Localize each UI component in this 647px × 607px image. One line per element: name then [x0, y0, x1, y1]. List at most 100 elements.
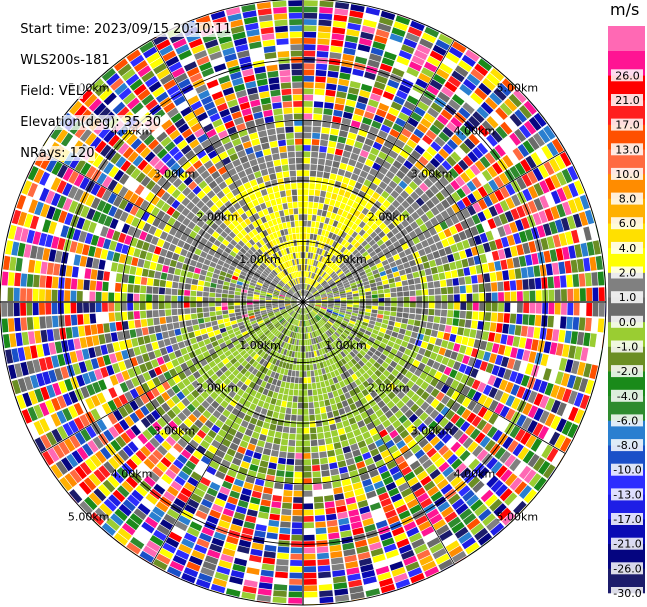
range-gate [225, 273, 233, 279]
range-gate [415, 78, 428, 89]
range-gate [231, 77, 244, 87]
range-gate [74, 465, 87, 480]
range-gate [415, 217, 424, 227]
range-gate [489, 272, 497, 282]
range-gate [482, 513, 496, 527]
range-gate [231, 173, 240, 182]
range-gate [387, 515, 400, 525]
range-gate [346, 431, 355, 440]
range-gate [39, 171, 50, 186]
range-gate [320, 190, 327, 198]
range-gate [318, 328, 324, 335]
range-gate [262, 284, 269, 289]
range-gate [95, 302, 102, 313]
range-gate [334, 362, 341, 369]
range-gate [334, 298, 341, 301]
range-gate [328, 365, 334, 372]
range-gate [180, 362, 189, 371]
range-gate [251, 105, 262, 114]
range-gate [289, 324, 293, 331]
range-gate [316, 247, 321, 254]
range-gate [158, 294, 165, 302]
range-gate [453, 252, 461, 261]
range-gate [183, 296, 190, 302]
range-gate [210, 10, 226, 21]
range-gate [395, 259, 403, 266]
range-gate [254, 66, 266, 74]
range-gate [344, 284, 351, 289]
range-gate [79, 128, 92, 142]
range-gate [433, 119, 445, 131]
range-gate [329, 134, 338, 142]
range-gate [266, 64, 278, 72]
range-gate [189, 259, 197, 267]
range-gate [334, 8, 349, 16]
range-gate [206, 79, 219, 89]
range-gate [458, 433, 469, 445]
range-gate [222, 87, 235, 96]
range-gate [407, 567, 423, 578]
range-gate [260, 394, 267, 402]
range-gate [242, 316, 249, 322]
range-gate [432, 73, 446, 85]
range-gate [499, 488, 513, 502]
range-gate [370, 265, 378, 271]
range-gate [320, 216, 326, 223]
range-gate [267, 206, 274, 214]
range-gate [257, 588, 272, 596]
range-gate [73, 402, 84, 416]
range-gate [350, 358, 358, 365]
range-gate [340, 239, 347, 246]
range-gate [432, 250, 441, 259]
range-gate [148, 454, 160, 465]
range-gate [247, 339, 254, 346]
range-gate [268, 404, 275, 411]
range-gate [279, 445, 288, 452]
range-gate [234, 295, 241, 299]
range-gate [289, 280, 294, 287]
range-gate [269, 283, 276, 288]
range-gate [461, 54, 476, 67]
range-gate [294, 306, 299, 311]
range-gate [315, 69, 327, 77]
range-gate [213, 239, 222, 247]
range-gate [178, 49, 192, 61]
range-gate [440, 279, 447, 287]
range-gate [198, 504, 210, 515]
range-gate [418, 72, 432, 84]
range-gate [366, 385, 374, 393]
range-gate [279, 317, 285, 323]
range-gate [266, 296, 272, 299]
range-gate [456, 211, 465, 222]
range-gate [294, 285, 298, 291]
range-gate [327, 185, 334, 193]
range-gate [15, 332, 23, 347]
range-gate [331, 240, 338, 248]
range-gate [134, 397, 145, 408]
range-gate [242, 282, 249, 288]
range-gate [306, 370, 311, 377]
range-gate [218, 323, 225, 329]
range-gate [376, 262, 383, 269]
range-gate [260, 168, 269, 176]
range-gate [375, 423, 385, 433]
range-gate [51, 397, 61, 412]
range-gate [253, 294, 260, 298]
range-gate [303, 25, 317, 32]
range-gate [534, 277, 542, 289]
range-gate [576, 258, 585, 273]
range-gate [141, 268, 149, 277]
range-gate [227, 343, 235, 350]
range-gate [275, 331, 281, 338]
range-gate [233, 202, 241, 210]
range-gate [190, 290, 197, 296]
range-gate [81, 244, 90, 256]
range-gate [391, 395, 401, 405]
range-gate [196, 307, 203, 313]
range-gate [181, 538, 195, 549]
range-gate [356, 352, 364, 360]
range-gate [319, 146, 327, 153]
range-gate [505, 197, 516, 209]
range-gate [367, 59, 380, 69]
range-gate [79, 500, 93, 515]
